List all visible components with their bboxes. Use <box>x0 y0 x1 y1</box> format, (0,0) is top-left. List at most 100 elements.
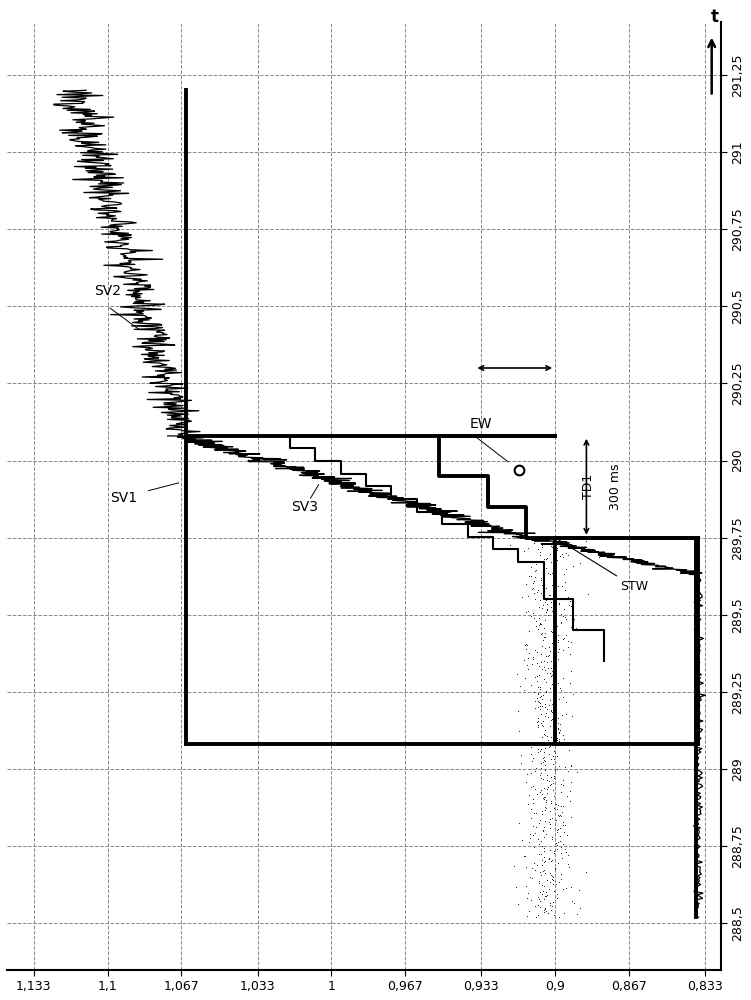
Point <box>580 864 592 880</box>
Point <box>535 572 547 588</box>
Point <box>539 594 551 610</box>
Point <box>535 600 547 616</box>
Point <box>529 669 541 685</box>
Point <box>544 546 556 562</box>
Point <box>546 868 558 884</box>
Point <box>528 573 540 589</box>
Point <box>546 603 558 619</box>
Point <box>533 734 545 750</box>
Point <box>522 796 534 812</box>
Point <box>514 755 526 771</box>
Point <box>562 847 575 863</box>
Point <box>529 642 541 658</box>
Point <box>537 713 549 729</box>
Point <box>555 845 567 861</box>
Point <box>538 789 550 805</box>
Point <box>540 560 552 576</box>
Point <box>550 557 562 573</box>
Point <box>538 878 550 894</box>
Point <box>549 860 561 876</box>
Point <box>550 886 562 902</box>
Point <box>535 654 547 670</box>
Point <box>550 861 562 877</box>
Point <box>533 610 545 626</box>
Point <box>540 792 552 808</box>
Point <box>531 554 543 570</box>
Point <box>564 793 576 809</box>
Point <box>543 697 555 713</box>
Point <box>538 659 550 675</box>
Point <box>530 909 542 925</box>
Point <box>545 703 557 719</box>
Point <box>524 746 536 762</box>
Point <box>539 640 551 656</box>
Point <box>536 857 548 873</box>
Point <box>546 667 558 683</box>
Point <box>544 599 556 615</box>
Point <box>538 737 550 753</box>
Point <box>559 561 572 577</box>
Point <box>548 768 560 784</box>
Point <box>547 782 559 798</box>
Point <box>556 546 569 562</box>
Point <box>520 576 532 592</box>
Point <box>541 785 553 801</box>
Point <box>551 837 563 853</box>
Point <box>541 779 553 795</box>
Point <box>550 575 562 591</box>
Point <box>553 716 566 732</box>
Point <box>532 907 544 923</box>
Point <box>535 782 547 798</box>
Point <box>544 729 556 745</box>
Point <box>565 879 577 895</box>
Point <box>527 651 539 667</box>
Point <box>528 855 540 871</box>
Point <box>541 550 553 566</box>
Point <box>540 580 552 596</box>
Point <box>551 552 563 568</box>
Point <box>532 541 544 557</box>
Point <box>538 901 550 917</box>
Point <box>547 622 559 638</box>
Point <box>529 556 541 572</box>
Point <box>550 841 562 857</box>
Point <box>511 666 523 682</box>
Point <box>533 658 545 674</box>
Point <box>535 626 547 642</box>
Point <box>544 793 556 809</box>
Point <box>569 895 581 911</box>
Point <box>549 606 561 622</box>
Point <box>559 574 571 590</box>
Point <box>546 852 558 868</box>
Point <box>517 543 529 559</box>
Point <box>523 869 535 885</box>
Point <box>536 877 548 893</box>
Point <box>562 639 574 655</box>
Point <box>556 707 569 723</box>
Point <box>539 727 551 743</box>
Point <box>559 609 571 625</box>
Point <box>552 634 564 650</box>
Point <box>556 817 569 833</box>
Point <box>553 808 566 824</box>
Point <box>529 569 541 585</box>
Point <box>545 795 557 811</box>
Point <box>541 654 553 670</box>
Point <box>537 687 549 703</box>
Point <box>546 711 558 727</box>
Point <box>541 660 553 676</box>
Point <box>537 750 549 766</box>
Point <box>520 859 532 875</box>
Point <box>545 623 557 639</box>
Point <box>532 686 544 702</box>
Point <box>534 899 546 915</box>
Text: TD1: TD1 <box>582 474 596 499</box>
Point <box>526 810 538 826</box>
Point <box>565 619 577 635</box>
Point <box>529 760 541 776</box>
Point <box>536 729 548 745</box>
Text: 300 ms: 300 ms <box>609 464 622 510</box>
Point <box>533 873 545 889</box>
Point <box>540 903 552 919</box>
Point <box>527 575 539 591</box>
